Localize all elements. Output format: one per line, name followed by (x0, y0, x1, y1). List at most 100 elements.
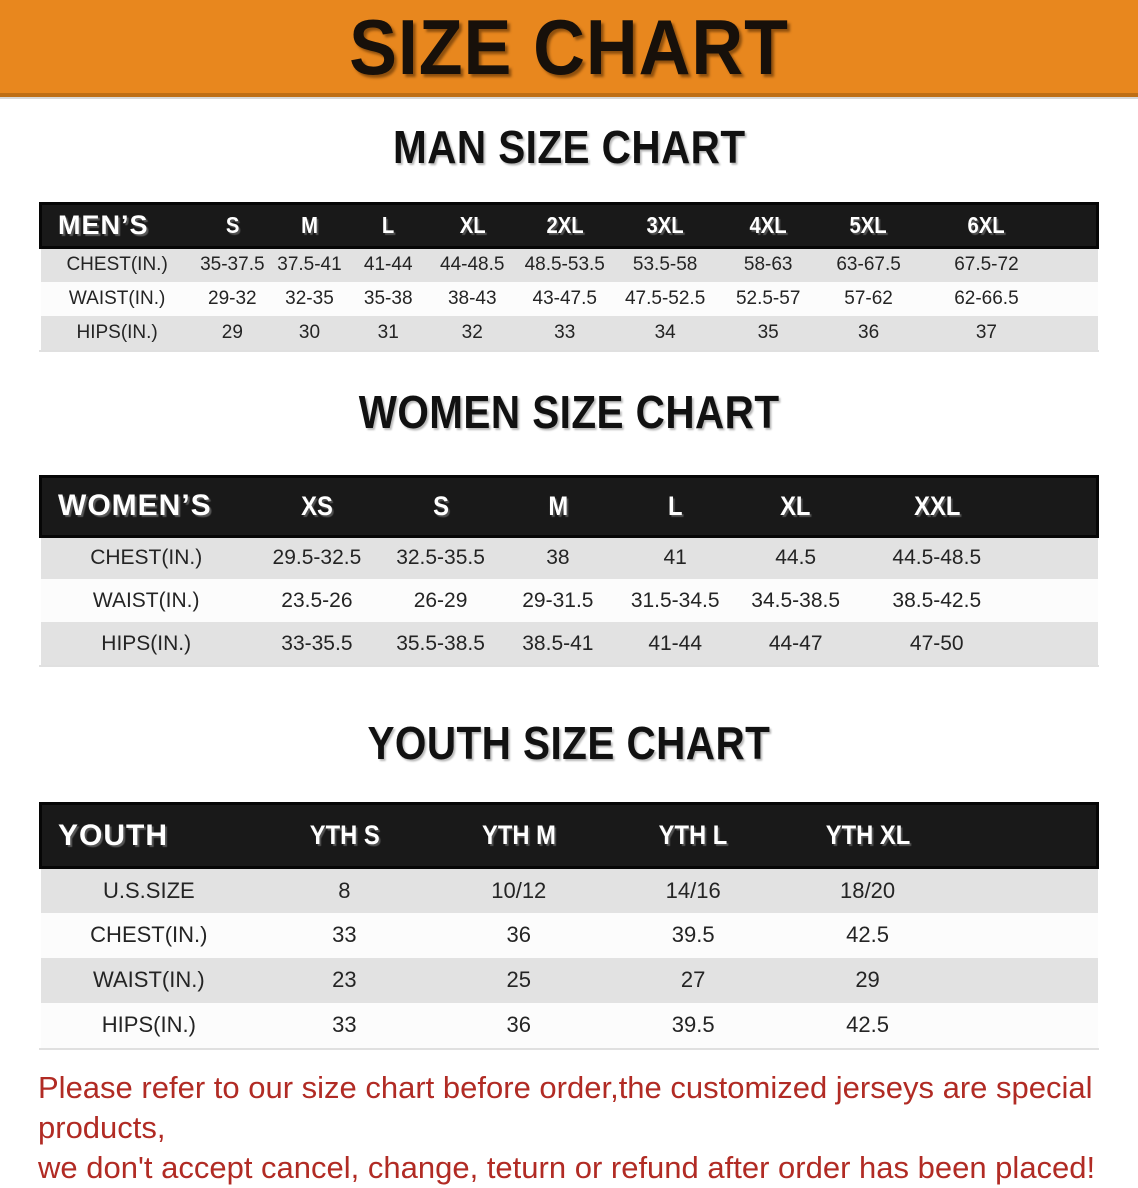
cell: 23 (257, 958, 431, 1003)
row-label: HIPS(IN.) (41, 1003, 258, 1048)
cell: 29 (194, 316, 271, 350)
men-col-header: 6XL (918, 204, 1055, 248)
disclaimer-line-1: Please refer to our size chart before or… (38, 1068, 1100, 1149)
women-col-header: L (617, 476, 734, 536)
cell: 38.5-42.5 (858, 579, 1017, 622)
row-label: WAIST(IN.) (41, 282, 194, 316)
spacer-cell (1016, 536, 1097, 579)
cell: 36 (432, 913, 606, 958)
cell: 31.5-34.5 (617, 579, 734, 622)
men-col-header: L (348, 204, 428, 248)
youth-header-label-cell: YOUTH (41, 804, 258, 868)
women-col-m: M (548, 491, 568, 522)
spacer-cell (1016, 622, 1097, 665)
spacer-cell (1016, 579, 1097, 622)
men-col-header: 5XL (819, 204, 917, 248)
spacer-cell (955, 804, 1098, 868)
men-col-5xl: 5XL (850, 212, 887, 239)
men-col-s: S (226, 212, 240, 239)
women-col-header: XS (252, 476, 382, 536)
cell: 42.5 (780, 1003, 954, 1048)
cell: 37 (918, 316, 1055, 350)
row-label: HIPS(IN.) (41, 316, 194, 350)
cell: 29-32 (194, 282, 271, 316)
cell: 41-44 (348, 248, 428, 282)
cell: 44-47 (734, 622, 858, 665)
youth-col-l: YTH L (659, 820, 728, 851)
cell: 67.5-72 (918, 248, 1055, 282)
youth-col-m: YTH M (482, 820, 556, 851)
cell: 38 (499, 536, 616, 579)
cell: 44-48.5 (428, 248, 516, 282)
cell: 29.5-32.5 (252, 536, 382, 579)
women-size-table: WOMEN’S XS S M L XL XXL CHEST(IN.) 29.5-… (39, 475, 1099, 666)
women-col-s: S (433, 491, 449, 522)
men-size-table: MEN’S S M L XL 2XL 3XL 4XL 5XL 6XL CHEST… (39, 202, 1099, 350)
spacer-cell (1055, 204, 1097, 248)
youth-col-header: YTH M (432, 804, 606, 868)
cell: 38.5-41 (499, 622, 616, 665)
youth-section-title: YOUTH SIZE CHART (0, 719, 1138, 776)
men-col-2xl: 2XL (546, 212, 583, 239)
men-header-label-cell: MEN’S (41, 204, 194, 248)
spacer-cell (955, 868, 1098, 913)
cell: 29-31.5 (499, 579, 616, 622)
banner-title: SIZE CHART (349, 8, 789, 86)
women-col-xxl: XXL (914, 491, 960, 522)
cell: 44.5-48.5 (858, 536, 1017, 579)
youth-col-s: YTH S (309, 820, 379, 851)
cell: 35-37.5 (194, 248, 271, 282)
cell: 36 (819, 316, 917, 350)
women-chest-row: CHEST(IN.) 29.5-32.5 32.5-35.5 38 41 44.… (41, 536, 1098, 579)
youth-ussize-row: U.S.SIZE 8 10/12 14/16 18/20 (41, 868, 1098, 913)
men-col-xl: XL (459, 212, 485, 239)
disclaimer: Please refer to our size chart before or… (0, 1068, 1138, 1188)
cell: 37.5-41 (271, 248, 348, 282)
row-label: WAIST(IN.) (41, 579, 252, 622)
men-header-row: MEN’S S M L XL 2XL 3XL 4XL 5XL 6XL (41, 204, 1098, 248)
row-label: U.S.SIZE (41, 868, 258, 913)
women-header-label-cell: WOMEN’S (41, 476, 252, 536)
women-waist-row: WAIST(IN.) 23.5-26 26-29 29-31.5 31.5-34… (41, 579, 1098, 622)
cell: 34.5-38.5 (734, 579, 858, 622)
men-chest-row: CHEST(IN.) 35-37.5 37.5-41 41-44 44-48.5… (41, 248, 1098, 282)
women-section-title-text: WOMEN SIZE CHART (359, 388, 780, 436)
cell: 31 (348, 316, 428, 350)
cell: 33 (516, 316, 613, 350)
youth-col-xl: YTH XL (825, 820, 909, 851)
row-label: HIPS(IN.) (41, 622, 252, 665)
youth-col-header: YTH XL (780, 804, 954, 868)
youth-header-row: YOUTH YTH S YTH M YTH L YTH XL (41, 804, 1098, 868)
cell: 63-67.5 (819, 248, 917, 282)
cell: 27 (606, 958, 780, 1003)
cell: 62-66.5 (918, 282, 1055, 316)
men-col-3xl: 3XL (647, 212, 684, 239)
men-col-l: L (382, 212, 394, 239)
cell: 35-38 (348, 282, 428, 316)
women-col-header: S (382, 476, 499, 536)
cell: 33-35.5 (252, 622, 382, 665)
cell: 41 (617, 536, 734, 579)
youth-hips-row: HIPS(IN.) 33 36 39.5 42.5 (41, 1003, 1098, 1048)
cell: 44.5 (734, 536, 858, 579)
cell: 57-62 (819, 282, 917, 316)
men-waist-row: WAIST(IN.) 29-32 32-35 35-38 38-43 43-47… (41, 282, 1098, 316)
cell: 26-29 (382, 579, 499, 622)
cell: 30 (271, 316, 348, 350)
cell: 47.5-52.5 (613, 282, 717, 316)
cell: 48.5-53.5 (516, 248, 613, 282)
spacer-cell (1016, 476, 1097, 536)
row-label: WAIST(IN.) (41, 958, 258, 1003)
men-col-6xl: 6XL (968, 212, 1005, 239)
youth-waist-row: WAIST(IN.) 23 25 27 29 (41, 958, 1098, 1003)
spacer-cell (955, 958, 1098, 1003)
spacer-cell (1055, 282, 1097, 316)
men-col-4xl: 4XL (750, 212, 787, 239)
disclaimer-line-2: we don't accept cancel, change, teturn o… (38, 1148, 1100, 1188)
youth-col-header: YTH S (257, 804, 431, 868)
cell: 36 (432, 1003, 606, 1048)
men-hips-row: HIPS(IN.) 29 30 31 32 33 34 35 36 37 (41, 316, 1098, 350)
men-section-title-text: MAN SIZE CHART (393, 123, 745, 171)
youth-chest-row: CHEST(IN.) 33 36 39.5 42.5 (41, 913, 1098, 958)
cell: 32-35 (271, 282, 348, 316)
